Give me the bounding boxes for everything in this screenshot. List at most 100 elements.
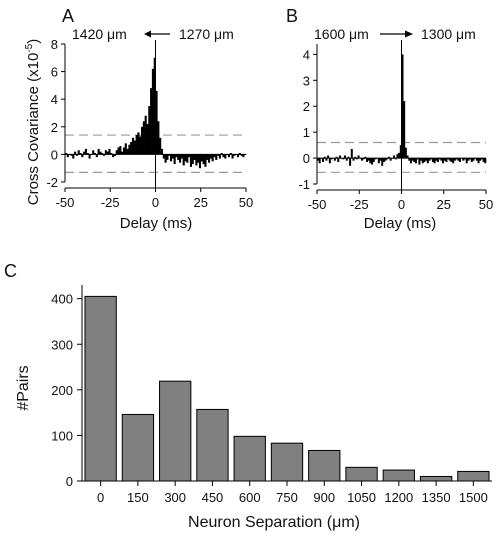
panel-c-x-tick-label: 0 [97,490,104,505]
panel-a-bar [227,154,231,158]
panel-c-xlabel: Neuron Separation (μm) [188,514,360,531]
panel-a-bar [169,154,173,162]
panel-b-bar [411,158,414,161]
panel-a-bar [175,154,178,158]
panel-c-x-tick-label: 1350 [422,490,451,505]
panel-b-y-tick-label: 2 [303,99,310,114]
panel-b-y-tick-label: 0 [303,151,310,166]
panel-b-bar [457,158,460,161]
panel-a-bar [193,154,196,160]
panel-a-bar [242,154,245,158]
panel-a-bar [179,154,182,163]
panel-a-x-tick-label: -25 [101,195,120,210]
panel-a-bar [77,150,80,155]
panel-a-bar [206,154,209,160]
panel-a-bar [103,154,106,156]
panel-b-bar [322,158,325,162]
panel-a-xlabel: Delay (ms) [120,215,193,232]
panel-b-bar [409,158,412,164]
panel-c-y-tick-label: 0 [66,474,73,489]
panel-a-bar [141,126,144,155]
panel-c-bar [457,470,490,482]
panel-c-x-tick-label: 450 [202,490,224,505]
panel-a-bar [189,154,192,167]
panel-c-y-tick-label: 400 [51,292,73,307]
panel-b-bar [372,158,375,162]
panel-b-bar [404,147,407,159]
panel-b-bar [438,158,441,160]
panel-a-bar [75,154,78,156]
panel-c-x-tick-label: 1200 [384,490,413,505]
panel-a-bar [115,150,118,155]
panel-a-bar [211,154,214,162]
panel-b-bar [330,158,333,160]
panel-b-bar [436,158,439,162]
panel-b-header-left: 1600 μm [314,26,369,42]
panel-a-bar [200,154,203,162]
panel-a-header-left: 1420 μm [72,26,127,42]
panel-c-y-tick-label: 100 [51,428,73,443]
panel-b-bar [479,158,482,161]
panel-a-bar [191,154,194,165]
panel-b-bar [367,158,370,161]
panel-b-bar [401,54,404,159]
panel-b-bar [342,158,345,160]
panel-a-y-tick-label: 8 [51,37,58,52]
panel-a-bar [171,154,174,159]
panel-b-bar [384,158,387,161]
panel-b-bar [377,158,380,164]
panel-b-bar [484,158,487,164]
panel-a-bar [180,154,183,159]
panel-a-x-tick-label: -50 [56,195,75,210]
panel-c-bar [159,380,192,482]
panel-a-bar [215,154,218,160]
panel-b-y-tick-label: 1 [303,125,310,140]
panel-b-bar [472,158,475,161]
panel-b-bar [328,158,331,164]
panel-a-bar [83,151,86,155]
panel-b-bar [426,158,429,164]
panel-a-bar [72,154,75,159]
panel-a-y-tick-label: 0 [51,147,58,162]
panel-b-bar [350,149,353,159]
panel-b-bar [413,158,416,162]
panel-c-bar [121,413,155,482]
panel-b-bar [465,158,468,164]
panel-b-bar [447,158,450,160]
panel-a-bar [108,148,111,155]
panel-b-bar [347,156,350,159]
panel-a: 1420 μm 1270 μm Cross Covariance (x10-5)… [24,26,253,232]
panel-b-bar [382,158,385,162]
panel-b: 1600 μm 1300 μm Delay (ms) -1 0 1 2 3 4 -50 -25… [298,26,493,232]
panel-c-x-tick-label: 750 [276,490,298,505]
panel-b-bar [470,158,473,162]
panel-b-bar [435,158,438,161]
panel-a-bar [238,153,241,155]
panel-a-y-tick-label: 4 [51,92,58,107]
panel-b-bar [443,158,446,161]
panel-b-bar [455,158,458,160]
panel-b-bar [406,155,409,159]
panel-a-bar [106,151,109,155]
panel-b-bar [458,158,461,162]
panel-a-bar [86,153,89,155]
panel-a-bar [162,154,165,159]
panel-b-arrow-head [405,30,413,38]
panel-b-bar [360,158,363,161]
panel-a-bar [131,137,135,155]
panel-a-bar [198,154,202,169]
panel-b-bar [482,158,485,162]
panel-b-bar [325,158,328,161]
panel-a-bar [88,154,91,159]
panel-a-bar [160,148,164,155]
panel-b-x-tick-label: 50 [479,197,493,212]
panel-b-bar [337,158,340,162]
panel-b-bar [453,158,456,161]
panel-a-bar [197,154,200,163]
panel-a-bar [99,151,102,155]
panel-a-bar [229,153,232,155]
panel-b-bar [357,155,360,159]
panel-c-bar [270,442,304,482]
panel-c-ylabel: #Pairs [15,365,32,410]
